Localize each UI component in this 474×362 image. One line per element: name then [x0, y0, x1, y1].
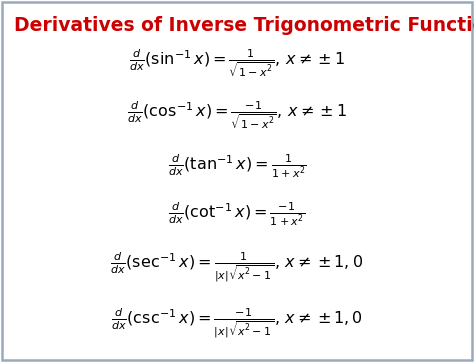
Text: $\frac{d}{dx}\left(\tan^{-1}x\right) = \frac{1}{1+x^2}$: $\frac{d}{dx}\left(\tan^{-1}x\right) = \…	[168, 153, 306, 180]
Text: $\frac{d}{dx}\left(\csc^{-1}x\right) = \frac{-1}{|x|\sqrt{x^2-1}},\, x \neq \pm : $\frac{d}{dx}\left(\csc^{-1}x\right) = \…	[111, 306, 363, 340]
Text: $\frac{d}{dx}\left(\cot^{-1}x\right) = \frac{-1}{1+x^2}$: $\frac{d}{dx}\left(\cot^{-1}x\right) = \…	[168, 201, 306, 228]
Text: $\frac{d}{dx}\left(\sec^{-1}x\right) = \frac{1}{|x|\sqrt{x^2-1}},\, x \neq \pm 1: $\frac{d}{dx}\left(\sec^{-1}x\right) = \…	[110, 251, 364, 284]
Text: $\frac{d}{dx}\left(\sin^{-1}x\right) = \frac{1}{\sqrt{1-x^2}},\, x \neq \pm 1$: $\frac{d}{dx}\left(\sin^{-1}x\right) = \…	[129, 48, 345, 79]
Text: $\frac{d}{dx}\left(\cos^{-1}x\right) = \frac{-1}{\sqrt{1-x^2}},\, x \neq \pm 1$: $\frac{d}{dx}\left(\cos^{-1}x\right) = \…	[127, 100, 347, 131]
Text: Derivatives of Inverse Trigonometric Functions: Derivatives of Inverse Trigonometric Fun…	[14, 16, 474, 35]
